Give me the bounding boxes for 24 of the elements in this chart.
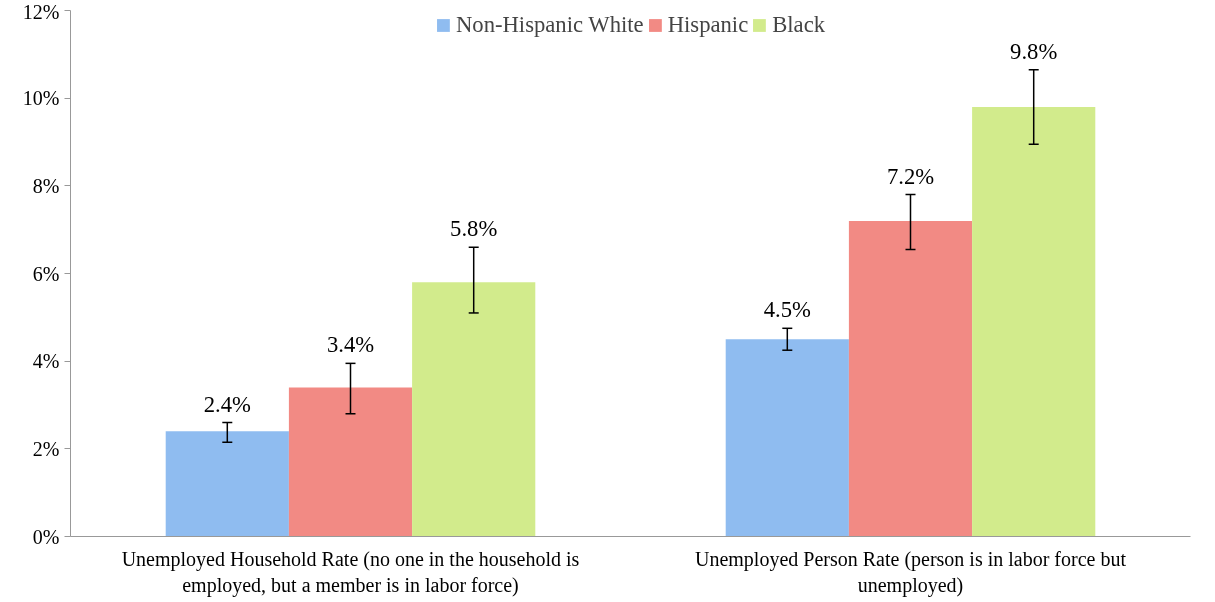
y-tick-label: 2% (32, 437, 60, 460)
bar (972, 106, 1096, 537)
y-tick-label: 4% (32, 350, 60, 373)
bar (288, 387, 413, 537)
legend-label: Black (772, 12, 826, 38)
bar (848, 220, 973, 537)
x-tick-label: Unemployed Person Rate (person is in labor force but unemployed) (695, 547, 1127, 597)
y-tick-label: 0% (32, 525, 60, 548)
bar (725, 339, 849, 537)
y-tick-label: 12% (22, 0, 60, 23)
data-label: 7.2% (886, 163, 935, 189)
data-label: 3.4% (326, 332, 375, 358)
data-label: 5.8% (450, 216, 498, 242)
legend-label: Non-Hispanic White (455, 12, 644, 38)
legend-label: Hispanic (667, 12, 749, 38)
y-tick-label: 10% (22, 87, 60, 110)
data-label: 2.4% (203, 391, 252, 417)
data-label: 4.5% (763, 297, 812, 323)
bar (165, 431, 289, 537)
bar (412, 282, 536, 537)
x-tick-label: Unemployed Household Rate (no one in the household is employed, but a member is in labor force) (121, 547, 580, 597)
y-tick-label: 8% (32, 174, 60, 197)
data-label: 9.8% (1010, 38, 1058, 64)
y-tick-label: 6% (32, 262, 60, 285)
